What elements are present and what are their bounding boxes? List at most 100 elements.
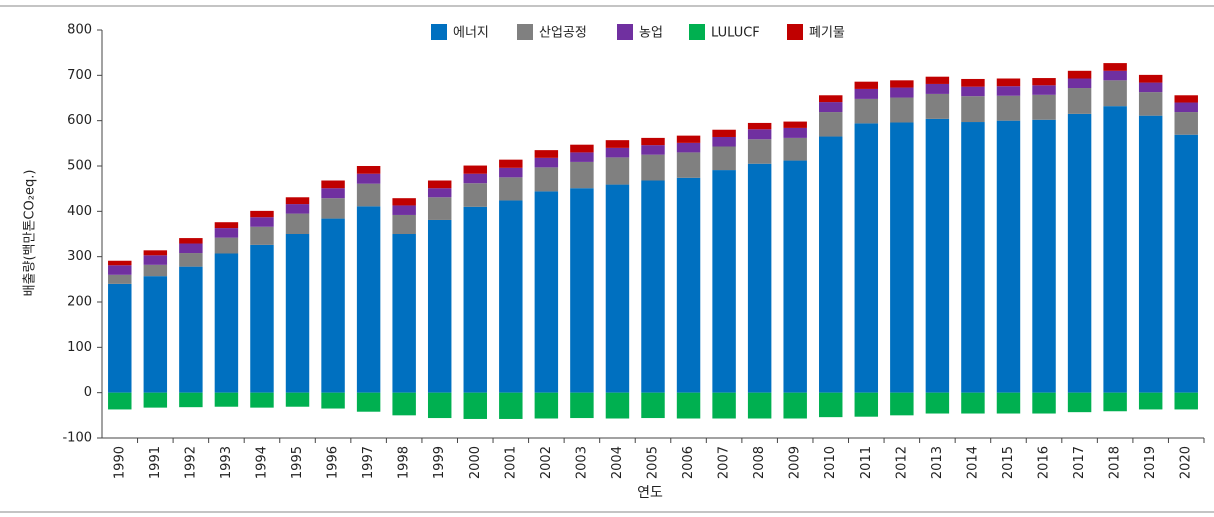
bar-segment <box>392 198 416 206</box>
bar-segment <box>819 102 843 113</box>
bar-segment <box>1174 112 1198 135</box>
bar-segment <box>463 173 487 184</box>
bar-segment <box>605 147 630 158</box>
bar-segment <box>285 213 310 234</box>
bar-segment <box>143 276 168 393</box>
bar-segment <box>285 392 310 407</box>
bar-segment <box>499 392 523 419</box>
bar-segment <box>996 86 1021 96</box>
bar-segment <box>712 129 736 137</box>
bar-segment <box>676 177 701 393</box>
x-tick-label: 2001 <box>503 446 518 479</box>
bar-segment <box>747 392 772 419</box>
bar-segment <box>712 170 736 393</box>
x-tick-label: 2016 <box>1037 446 1052 479</box>
bar-segment <box>1032 119 1056 393</box>
bar-segment <box>570 161 594 189</box>
x-tick-label: 1990 <box>112 446 127 479</box>
bar-segment <box>961 78 985 87</box>
bar-segment <box>463 165 487 174</box>
bar-segment <box>925 392 950 414</box>
bar-segment <box>356 206 381 393</box>
bar-segment <box>783 137 807 161</box>
bar-segment <box>321 392 345 409</box>
bar-segment <box>108 260 132 266</box>
x-tick-label: 2018 <box>1108 446 1123 479</box>
bar-segment <box>819 112 843 137</box>
legend-swatch <box>617 24 633 40</box>
bar-segment <box>392 214 416 234</box>
bar-segment <box>961 392 985 414</box>
bar-segment <box>427 188 452 198</box>
bar-segment <box>961 122 985 393</box>
bar-segment <box>1174 392 1198 410</box>
bar-segment <box>1174 95 1198 103</box>
bar-segment <box>392 392 416 416</box>
bar-segment <box>1067 113 1092 393</box>
bar-segment <box>321 188 345 199</box>
bar-segment <box>1032 94 1056 120</box>
bar-segment <box>676 142 701 153</box>
bar-segment <box>1103 70 1127 81</box>
bar-segment <box>925 76 950 84</box>
x-tick-label: 1993 <box>219 446 234 479</box>
bar-segment <box>890 122 914 393</box>
bar-segment <box>570 188 594 393</box>
x-tick-label: 1996 <box>326 446 341 479</box>
x-tick-label: 2005 <box>646 446 661 479</box>
bar-segment <box>747 139 772 164</box>
bar-segment <box>1067 78 1092 89</box>
bar-segment <box>1138 92 1163 116</box>
x-tick-label: 2020 <box>1179 446 1194 479</box>
bar-segment <box>143 250 168 256</box>
bar-segment <box>427 197 452 220</box>
x-tick-label: 2012 <box>894 446 909 479</box>
y-tick-label: 700 <box>67 68 92 83</box>
bar-segment <box>605 392 630 419</box>
bar-segment <box>250 210 274 218</box>
bar-segment <box>641 392 665 419</box>
bar-segment <box>996 392 1021 414</box>
bar-segment <box>214 222 239 229</box>
bar-segment <box>1138 82 1163 93</box>
x-tick-label: 2008 <box>752 446 767 479</box>
bar-segment <box>819 95 843 103</box>
bar-segment <box>356 392 381 412</box>
bar-segment <box>890 97 914 123</box>
bar-segment <box>534 157 559 168</box>
legend-swatch <box>787 24 803 40</box>
bar-segment <box>570 144 594 153</box>
bar-segment <box>463 392 487 419</box>
bar-segment <box>605 184 630 393</box>
legend-label: 폐기물 <box>809 26 845 41</box>
legend-swatch <box>517 24 533 40</box>
bar-segment <box>463 183 487 207</box>
bar-segment <box>392 234 416 393</box>
bar-segment <box>179 243 203 254</box>
bar-segment <box>321 180 345 189</box>
bar-segment <box>285 197 310 205</box>
bar-segment <box>1174 102 1198 113</box>
bar-segment <box>996 95 1021 121</box>
bar-segment <box>676 135 701 143</box>
bar-segment <box>676 392 701 419</box>
bar-segment <box>890 87 914 98</box>
bar-segment <box>1032 392 1056 414</box>
legend-label: LULUCF <box>711 26 760 41</box>
bar-segment <box>1032 78 1056 86</box>
bar-segment <box>747 163 772 393</box>
bar-segment <box>747 129 772 140</box>
bar-segment <box>108 274 132 284</box>
bar-segment <box>570 152 594 162</box>
legend-label: 에너지 <box>453 26 489 41</box>
bar-segment <box>1067 88 1092 114</box>
bar-segment <box>854 98 879 124</box>
x-tick-label: 2013 <box>930 446 945 479</box>
bar-segment <box>427 180 452 189</box>
x-tick-label: 2009 <box>788 446 803 479</box>
bar-segment <box>890 80 914 88</box>
bar-segment <box>925 118 950 393</box>
bar-segment <box>1032 85 1056 95</box>
